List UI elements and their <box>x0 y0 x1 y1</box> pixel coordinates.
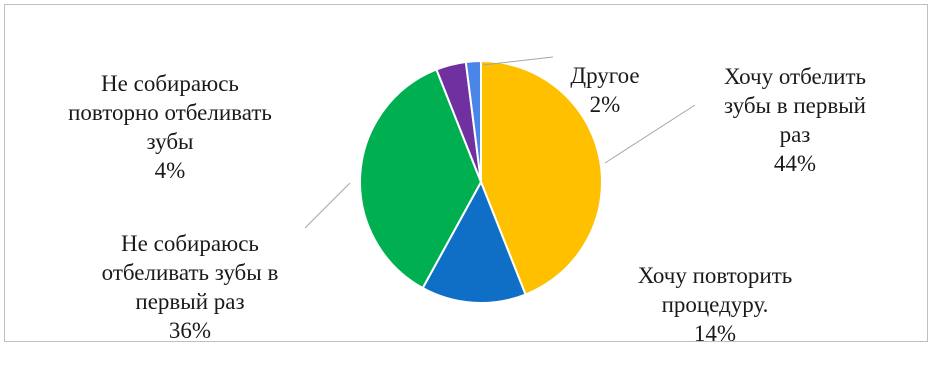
leader-line-0 <box>604 104 696 164</box>
chart-frame: Хочу отбелить зубы в первый раз 44% Хочу… <box>4 4 928 346</box>
pie-slice-1 <box>421 179 527 304</box>
leader-line-2 <box>304 182 351 229</box>
pie-slice-4 <box>464 59 482 183</box>
leader-line-4 <box>482 56 554 66</box>
slice-label-4: Другое 2% <box>570 63 640 117</box>
slice-label-0: Хочу отбелить зубы в первый раз 44% <box>723 64 867 176</box>
slice-label-2: Не собираюсь отбеливать зубы в первый ра… <box>101 231 279 343</box>
slice-label-3: Не собираюсь повторно отбеливать зубы 4% <box>68 71 272 183</box>
pie-slice-0 <box>480 59 603 296</box>
pie-slice-2 <box>359 68 483 290</box>
slice-label-1: Хочу повторить процедуру. 14% <box>637 263 793 346</box>
pie-chart <box>304 56 696 304</box>
